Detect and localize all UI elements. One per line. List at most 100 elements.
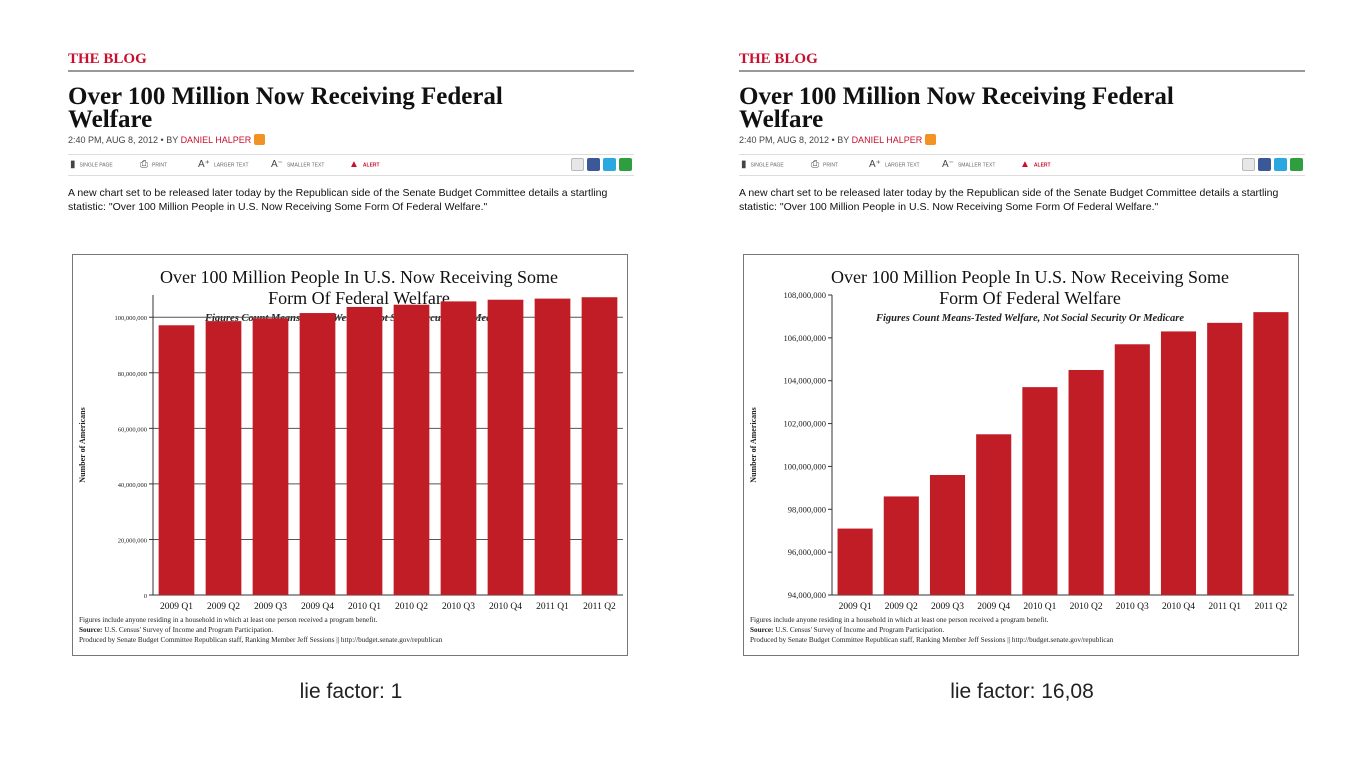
share-icon[interactable] xyxy=(619,158,632,171)
share-icons xyxy=(1239,158,1303,173)
bar-2010-q4 xyxy=(1160,331,1197,595)
lie-factor-caption-right: lie factor: 16,08 xyxy=(950,680,1094,703)
x-tick-label: 2010 Q2 xyxy=(1070,602,1103,612)
y-tick-label: 40,000,000 xyxy=(118,482,147,489)
x-tick-label: 2009 Q3 xyxy=(254,602,287,612)
share-icons xyxy=(568,158,632,173)
alert-button[interactable]: ▲ Alert xyxy=(349,159,380,170)
x-tick-label: 2009 Q3 xyxy=(931,602,964,612)
bar-2009-q2 xyxy=(883,496,919,595)
share-icon[interactable] xyxy=(1290,158,1303,171)
welfare-chart-truncated-axis: Over 100 Million People In U.S. Now Rece… xyxy=(749,267,1294,644)
blog-kicker[interactable]: THE BLOG xyxy=(68,51,147,67)
email-icon[interactable] xyxy=(1242,158,1255,171)
smaller-text-button[interactable]: A⁻ Smaller text xyxy=(271,159,325,170)
bar-2011-q1 xyxy=(534,298,571,595)
bar-2010-q1 xyxy=(346,306,383,595)
bar-2009-q4 xyxy=(976,434,1012,595)
x-tick-label: 2010 Q3 xyxy=(1116,602,1149,612)
print-button[interactable]: ⎙ Print xyxy=(811,159,838,170)
rss-icon[interactable] xyxy=(925,134,937,145)
y-tick-label: 60,000,000 xyxy=(118,426,147,433)
author-link[interactable]: DANIEL HALPER xyxy=(180,135,252,145)
smaller-text-icon: A⁻ xyxy=(271,159,283,170)
article-intro: A new chart set to be released later tod… xyxy=(739,187,1279,213)
x-tick-label: 2011 Q2 xyxy=(583,602,616,612)
byline-date: 2:40 PM, AUG 8, 2012 • BY xyxy=(68,135,181,145)
blog-kicker[interactable]: THE BLOG xyxy=(739,51,818,67)
chart-footnote: Figures include anyone residing in a hou… xyxy=(79,616,378,624)
article-headline[interactable]: Over 100 Million Now Receiving Federal W… xyxy=(739,83,1174,133)
single-page-button[interactable]: ▮ Single page xyxy=(70,159,113,170)
y-axis-label: Number of Americans xyxy=(78,407,87,482)
bar-2011-q2 xyxy=(581,297,618,595)
chart-footnote: Source: U.S. Census' Survey of Income an… xyxy=(79,626,273,634)
page-icon: ▮ xyxy=(741,159,747,170)
bar-2011-q2 xyxy=(1253,312,1289,595)
chart-title-line: Form Of Federal Welfare xyxy=(268,288,450,308)
chart-title-line: Over 100 Million People In U.S. Now Rece… xyxy=(160,267,558,287)
y-tick-label: 102,000,000 xyxy=(784,419,827,429)
y-tick-label: 20,000,000 xyxy=(118,537,147,544)
chart-frame-left: Over 100 Million People In U.S. Now Rece… xyxy=(72,254,628,656)
article-headline[interactable]: Over 100 Million Now Receiving Federal W… xyxy=(68,83,503,133)
smaller-text-button[interactable]: A⁻ Smaller text xyxy=(942,159,996,170)
smaller-text-icon: A⁻ xyxy=(942,159,954,170)
x-tick-label: 2010 Q1 xyxy=(348,602,381,612)
y-tick-label: 106,000,000 xyxy=(784,333,827,343)
page-icon: ▮ xyxy=(70,159,76,170)
email-icon[interactable] xyxy=(571,158,584,171)
bar-2010-q2 xyxy=(393,304,430,595)
facebook-icon[interactable] xyxy=(587,158,600,171)
larger-text-button[interactable]: A⁺ Larger text xyxy=(198,159,249,170)
y-tick-label: 104,000,000 xyxy=(784,376,827,386)
larger-text-button[interactable]: A⁺ Larger text xyxy=(869,159,920,170)
x-tick-label: 2010 Q4 xyxy=(1162,602,1195,612)
single-page-button[interactable]: ▮ Single page xyxy=(741,159,784,170)
bar-2010-q1 xyxy=(1022,387,1058,595)
article-intro: A new chart set to be released later tod… xyxy=(68,187,608,213)
author-link[interactable]: DANIEL HALPER xyxy=(851,135,923,145)
x-tick-label: 2009 Q4 xyxy=(301,602,334,612)
chart-footnote: Source: U.S. Census' Survey of Income an… xyxy=(750,626,944,634)
facebook-icon[interactable] xyxy=(1258,158,1271,171)
x-tick-label: 2011 Q1 xyxy=(536,602,569,612)
twitter-icon[interactable] xyxy=(603,158,616,171)
bar-2009-q1 xyxy=(158,325,195,595)
y-tick-label: 0 xyxy=(144,593,147,600)
bar-2011-q1 xyxy=(1207,322,1243,595)
print-button[interactable]: ⎙ Print xyxy=(140,159,167,170)
chart-title-line: Form Of Federal Welfare xyxy=(939,288,1121,308)
larger-text-icon: A⁺ xyxy=(198,159,210,170)
alert-triangle-icon: ▲ xyxy=(1020,159,1030,170)
bar-2009-q3 xyxy=(929,475,966,595)
bar-2009-q2 xyxy=(205,321,242,595)
article-panel-right: THE BLOG Over 100 Million Now Receiving … xyxy=(739,50,1305,658)
y-tick-label: 98,000,000 xyxy=(788,504,826,514)
bar-2009-q1 xyxy=(837,528,873,595)
x-tick-label: 2009 Q2 xyxy=(885,602,918,612)
y-tick-label: 100,000,000 xyxy=(784,461,827,471)
alert-button[interactable]: ▲ Alert xyxy=(1020,159,1051,170)
bar-2010-q3 xyxy=(1114,344,1150,595)
chart-footnote: Produced by Senate Budget Committee Repu… xyxy=(79,636,443,644)
y-axis-label: Number of Americans xyxy=(749,407,758,482)
bar-2010-q3 xyxy=(440,301,477,595)
x-tick-label: 2010 Q2 xyxy=(395,602,428,612)
x-tick-label: 2009 Q1 xyxy=(839,602,872,612)
y-tick-label: 100,000,000 xyxy=(115,315,148,322)
x-tick-label: 2009 Q1 xyxy=(160,602,193,612)
printer-icon: ⎙ xyxy=(811,159,819,170)
bar-2009-q4 xyxy=(299,313,336,595)
article-toolbar: ▮ Single page ⎙ Print A⁺ Larger text A⁻ Smal… xyxy=(68,154,634,176)
kicker-divider xyxy=(68,70,634,72)
article-toolbar: ▮ Single page ⎙ Print A⁺ Larger text A⁻ Smal… xyxy=(739,154,1305,176)
welfare-chart-full-axis: Over 100 Million People In U.S. Now Rece… xyxy=(78,267,623,644)
article-panel-left: THE BLOG Over 100 Million Now Receiving … xyxy=(68,50,634,658)
x-tick-label: 2009 Q2 xyxy=(207,602,240,612)
bar-2010-q4 xyxy=(487,299,524,595)
bar-2010-q2 xyxy=(1068,370,1104,595)
byline: 2:40 PM, AUG 8, 2012 • BY DANIEL HALPER xyxy=(739,133,1305,147)
rss-icon[interactable] xyxy=(254,134,266,145)
twitter-icon[interactable] xyxy=(1274,158,1287,171)
